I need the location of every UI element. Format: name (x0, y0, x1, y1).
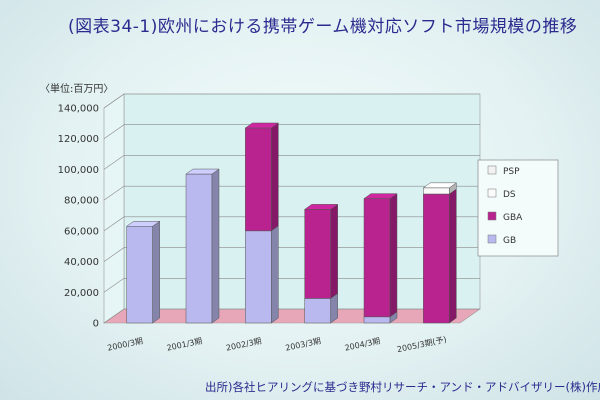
legend-label-gb: GB (503, 236, 516, 246)
gridline (103, 277, 480, 293)
gridline (103, 155, 480, 170)
bar-gba-front (304, 209, 331, 299)
y-tick-label: 20,000 (64, 288, 99, 299)
x-category-label: 2000/3期 (107, 336, 144, 352)
bar-gb-top (185, 168, 220, 175)
bar-gb-front (245, 230, 272, 324)
y-tick-label: 60,000 (64, 226, 99, 237)
bar-gba-front (423, 193, 450, 324)
bar-gb-front (304, 298, 331, 324)
x-category-label: 2001/3期 (166, 336, 203, 352)
x-category-label: 2005/3期(予) (396, 335, 447, 354)
legend-swatch-ds (487, 188, 497, 198)
x-category-label: 2002/3期 (225, 336, 262, 352)
gridline (103, 247, 480, 262)
bar-gba-front (245, 127, 272, 232)
x-axis-labels: 2000/3期 2001/3期 2002/3期 2003/3期 2004/3期 2005/… (107, 335, 448, 354)
gridline (103, 93, 480, 109)
gridline (103, 216, 480, 232)
bar-gb-top (125, 221, 161, 227)
unit-label: 〈単位:百万円〉 (40, 84, 114, 95)
legend-swatch-gba (487, 211, 497, 221)
gridlines (103, 93, 480, 324)
bar-gb-front (185, 173, 213, 324)
bars (125, 122, 458, 324)
legend-label-gba: GBA (503, 213, 523, 223)
legend-label-ds: DS (503, 190, 516, 200)
bar-gba-top (244, 122, 280, 129)
legend-label-psp: PSP (503, 167, 520, 177)
bar-ds-top (422, 182, 458, 189)
legend: PSP DS GBA GB (477, 159, 559, 257)
y-tick-label: 140,000 (58, 104, 99, 115)
y-tick-label: 100,000 (58, 165, 99, 176)
bar-gba-side (330, 203, 338, 299)
bar-gb-front (126, 226, 153, 324)
y-tick-label: 40,000 (64, 257, 99, 268)
y-tick-label: 0 (93, 319, 99, 330)
bar-gba-side (271, 122, 279, 232)
source-note: 出所)各社ヒアリングに基づき野村リサーチ・アンド・アドバイザリー(株)作成 (205, 380, 600, 394)
bar-gb-side (211, 168, 220, 324)
y-tick-label: 120,000 (58, 134, 99, 145)
legend-swatch-gb (487, 234, 497, 244)
bar-gb-front (363, 316, 391, 324)
gridline (103, 124, 480, 139)
bar-gba-top (303, 204, 339, 210)
x-category-label: 2003/3期 (285, 336, 322, 352)
bar-gba-top (363, 193, 398, 199)
y-tick-label: 80,000 (64, 196, 99, 207)
bar-gba-side (389, 193, 398, 318)
legend-swatch-psp (487, 165, 497, 175)
gridline (103, 185, 480, 201)
chart-side-wall (103, 93, 125, 324)
bar-gb-side (271, 225, 279, 324)
gridline (103, 308, 480, 324)
bar-ds-front (423, 187, 450, 195)
bar-gba-front (363, 198, 391, 318)
chart-title: (図表34-1)欧州における携帯ゲーム機対応ソフト市場規模の推移 (68, 17, 578, 37)
x-category-label: 2004/3期 (344, 336, 381, 352)
bar-gb-side (152, 220, 160, 324)
y-axis-ticks: 0 20,000 40,000 60,000 80,000 100,000 120,000 1… (58, 104, 99, 330)
bar-gba-side (449, 188, 457, 324)
